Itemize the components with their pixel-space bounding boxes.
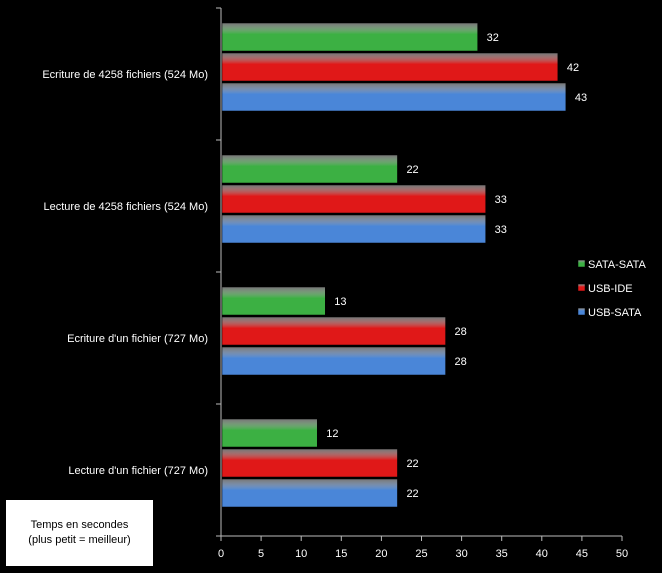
data-label: 22 [406, 164, 418, 176]
category-label: Ecriture d'un fichier (727 Mo) [67, 333, 208, 345]
bar-usb-sata-1 [221, 214, 486, 244]
data-label: 42 [567, 62, 579, 74]
bar-sata-sata-2 [221, 286, 326, 316]
bar-usb-ide-2 [221, 316, 446, 346]
bars-layer [221, 22, 567, 508]
labels-layer: 32 42 43 Ecriture de 4258 fichiers (524 Mo)… [42, 32, 628, 560]
x-tick-label: 15 [335, 548, 347, 560]
legend-swatch-sata-sata [577, 259, 586, 268]
x-tick-label: 30 [455, 548, 467, 560]
data-label: 28 [455, 326, 467, 338]
legend-label: USB-IDE [588, 283, 633, 295]
axes [216, 7, 623, 541]
category-label: Lecture de 4258 fichiers (524 Mo) [44, 201, 208, 213]
x-tick-label: 5 [258, 548, 264, 560]
x-tick-label: 50 [616, 548, 628, 560]
data-label: 43 [575, 92, 587, 104]
data-label: 22 [406, 458, 418, 470]
x-tick-label: 35 [496, 548, 508, 560]
bar-sata-sata-0 [221, 22, 478, 52]
data-label: 33 [495, 224, 507, 236]
x-tick-label: 0 [218, 548, 224, 560]
x-tick-label: 40 [536, 548, 548, 560]
bar-usb-sata-0 [221, 82, 567, 112]
note-line-2: (plus petit = meilleur) [28, 534, 131, 546]
legend-label: SATA-SATA [588, 259, 647, 271]
axis-note-box: Temps en secondes (plus petit = meilleur… [6, 500, 153, 566]
legend-swatch-usb-ide [577, 283, 586, 292]
data-label: 32 [487, 32, 499, 44]
legend: SATA-SATA USB-IDE USB-SATA [577, 259, 647, 319]
data-label: 22 [406, 488, 418, 500]
category-label: Ecriture de 4258 fichiers (524 Mo) [42, 69, 208, 81]
x-tick-label: 25 [415, 548, 427, 560]
bar-usb-sata-3 [221, 478, 398, 508]
note-line-1: Temps en secondes [30, 519, 129, 531]
bar-sata-sata-3 [221, 418, 318, 448]
category-label: Lecture d'un fichier (727 Mo) [68, 465, 208, 477]
bar-sata-sata-1 [221, 154, 398, 184]
legend-label: USB-SATA [588, 307, 642, 319]
legend-swatch-usb-sata [577, 307, 586, 316]
data-label: 12 [326, 428, 338, 440]
x-tick-label: 20 [375, 548, 387, 560]
x-tick-label: 45 [576, 548, 588, 560]
bar-usb-sata-2 [221, 346, 446, 376]
data-label: 13 [334, 296, 346, 308]
x-tick-label: 10 [295, 548, 307, 560]
bar-usb-ide-1 [221, 184, 486, 214]
bar-usb-ide-3 [221, 448, 398, 478]
data-label: 28 [455, 356, 467, 368]
bar-usb-ide-0 [221, 52, 559, 82]
data-label: 33 [495, 194, 507, 206]
